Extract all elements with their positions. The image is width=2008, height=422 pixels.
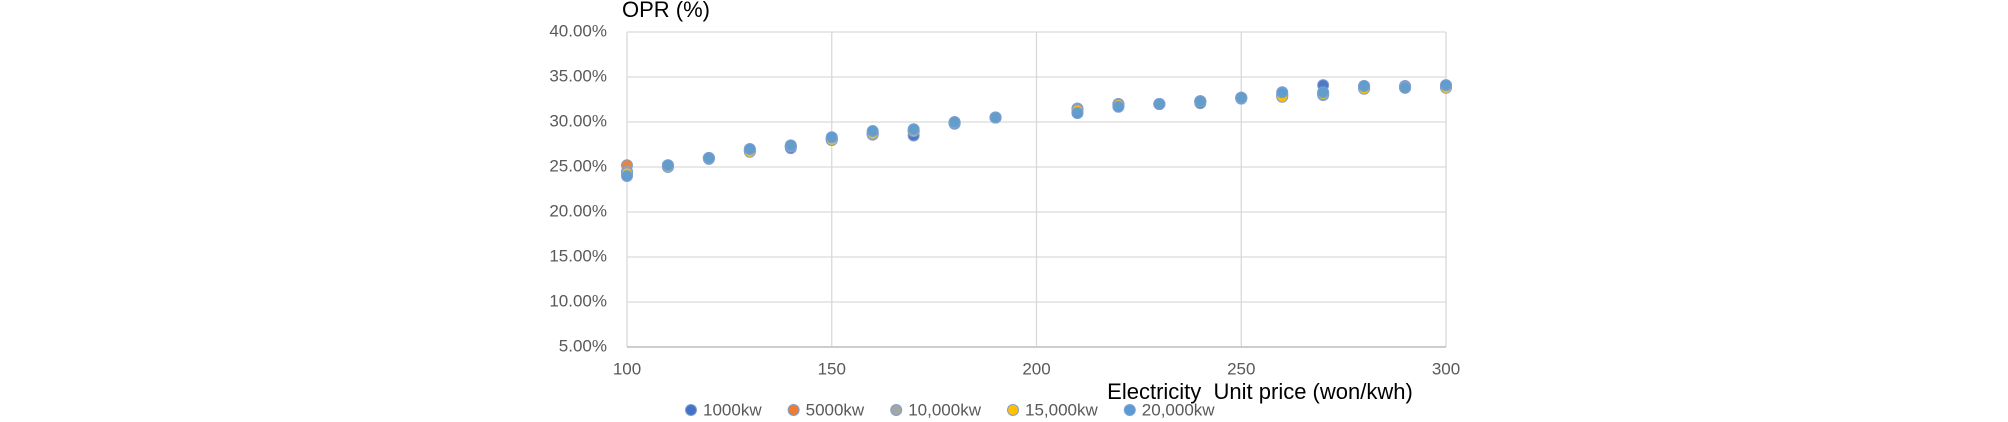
y-tick-label: 40.00%: [549, 21, 607, 40]
point: [989, 111, 1002, 124]
x-tick-label: 200: [1022, 359, 1050, 378]
x-tick-label: 100: [613, 359, 641, 378]
point: [1317, 86, 1330, 99]
legend-marker: [787, 404, 800, 416]
point: [1358, 80, 1371, 92]
y-tick-label: 20.00%: [549, 201, 607, 220]
x-axis-title: Electricity Unit price (won/kwh): [1107, 379, 1413, 404]
point: [1399, 81, 1412, 94]
x-tick-label: 150: [818, 359, 846, 378]
y-tick-label: 35.00%: [549, 66, 607, 85]
point: [866, 125, 879, 137]
point: [1112, 100, 1125, 113]
point: [1194, 95, 1207, 108]
point: [825, 131, 838, 144]
legend-label: 20,000kw: [1142, 400, 1215, 419]
x-tick-label: 300: [1432, 359, 1460, 378]
point: [1071, 107, 1084, 119]
legend-marker: [1123, 404, 1136, 416]
point: [702, 152, 715, 164]
y-tick-label: 15.00%: [549, 246, 607, 265]
legend-label: 1000kw: [703, 400, 762, 419]
legend-label: 10,000kw: [908, 400, 981, 419]
legend-marker: [890, 404, 903, 416]
point: [1440, 79, 1452, 92]
point: [743, 143, 756, 155]
legend-marker: [685, 404, 697, 416]
point: [784, 139, 797, 152]
x-tick-label: 250: [1227, 359, 1255, 378]
point: [1276, 86, 1289, 99]
legend-label: 5000kw: [806, 400, 865, 419]
y-tick-label: 25.00%: [549, 156, 607, 175]
y-tick-label: 30.00%: [549, 111, 607, 130]
point: [1153, 98, 1166, 110]
point: [621, 170, 633, 182]
legend-label: 15,000kw: [1025, 400, 1098, 419]
point: [661, 159, 674, 172]
legend-marker: [1007, 404, 1019, 416]
point: [1235, 91, 1248, 104]
y-tick-label: 10.00%: [549, 291, 607, 310]
y-tick-label: 5.00%: [559, 336, 607, 355]
point: [907, 123, 920, 136]
y-axis-title: OPR (%): [622, 0, 710, 22]
point: [948, 116, 961, 128]
